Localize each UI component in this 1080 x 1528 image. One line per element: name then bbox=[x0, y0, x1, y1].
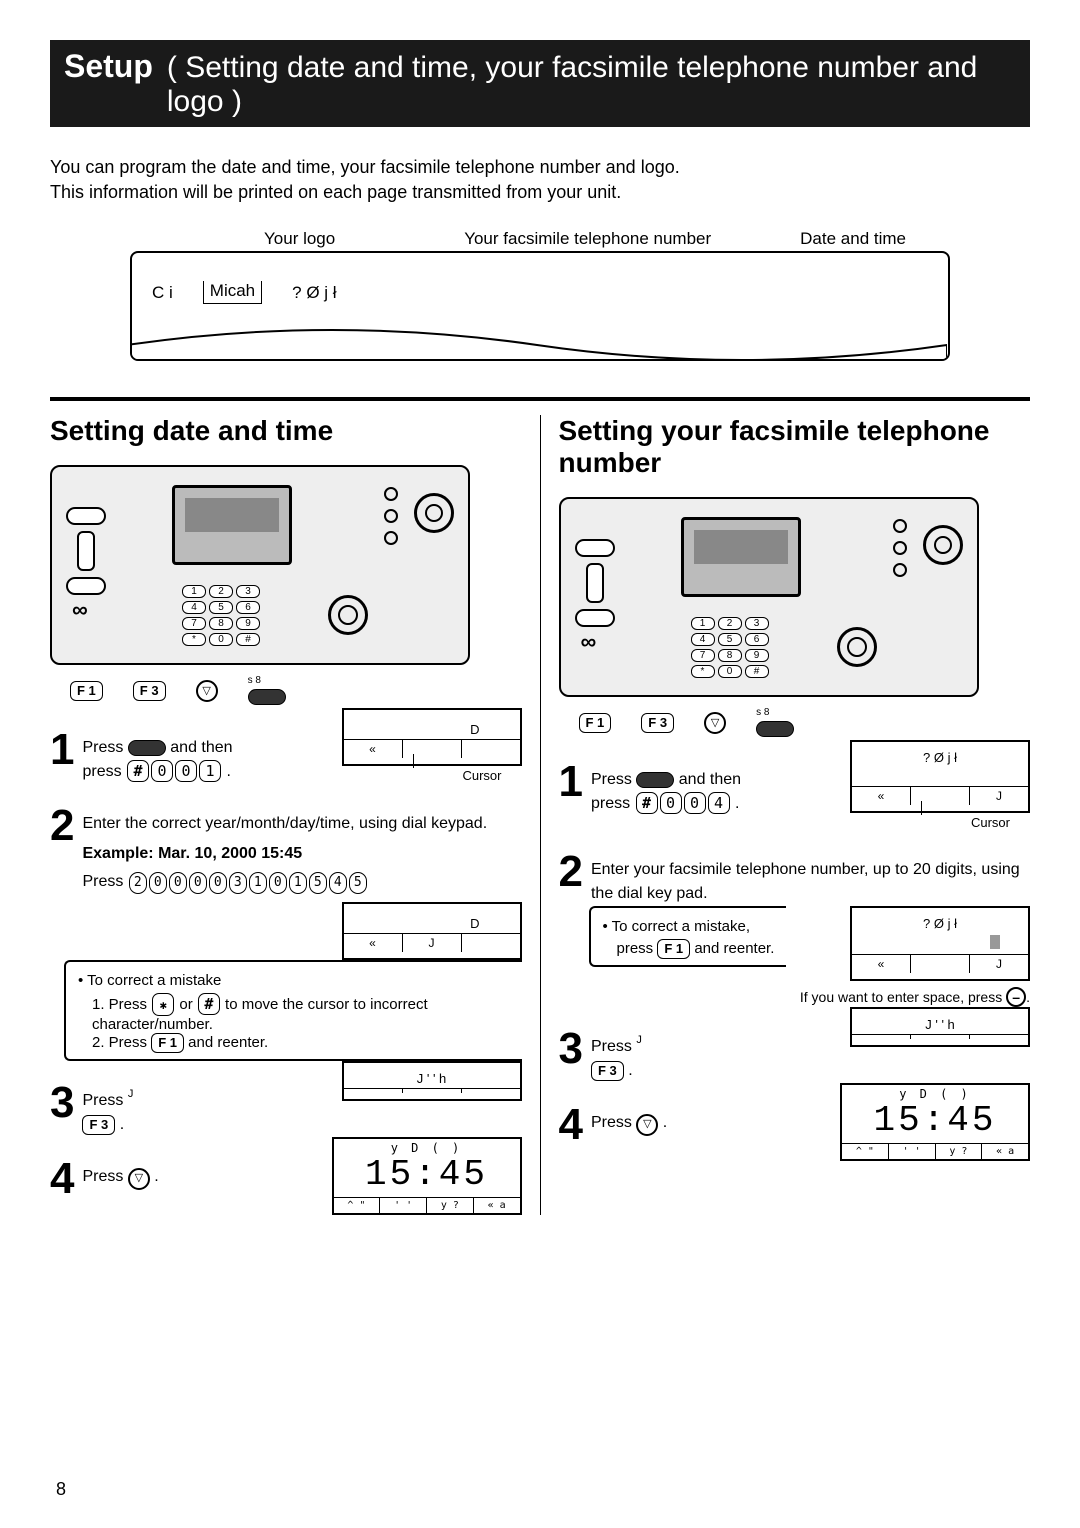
col-date-time: Setting date and time ∞ 123456789*0# F 1… bbox=[50, 415, 541, 1215]
paper-sample: C i Micah ? Ø j ł bbox=[130, 251, 950, 361]
page-header: Setup ( Setting date and time, your facs… bbox=[50, 40, 1030, 127]
stop-icon: ▽ bbox=[128, 1168, 150, 1190]
lcd-s1: D « bbox=[342, 708, 522, 766]
header-title-bold: Setup bbox=[64, 48, 153, 85]
stop-icon: ▽ bbox=[636, 1114, 658, 1136]
section-divider bbox=[50, 397, 1030, 401]
device-key-labels: F 1 F 3 ▽ s 8 bbox=[70, 673, 522, 708]
menu-icon bbox=[128, 740, 166, 756]
sample-logo: Micah bbox=[203, 281, 262, 304]
r-step-4: 4 Press ▽ . bbox=[559, 1105, 827, 1145]
r-note: • To correct a mistake, press F 1 and re… bbox=[589, 906, 786, 967]
r-step-3: 3 Press JF 3 . bbox=[559, 1029, 837, 1083]
step-4: 4 Press ▽ . bbox=[50, 1159, 318, 1199]
correction-note: • To correct a mistake 1. Press or to mo… bbox=[64, 960, 522, 1061]
stop-icon: ▽ bbox=[704, 712, 726, 734]
r-final-lcd: y D ( ) 15:45 ^ "' 'y ?« a bbox=[840, 1083, 1030, 1161]
press-label: Press bbox=[82, 873, 127, 890]
menu-button-icon bbox=[248, 689, 286, 705]
device-illustration: ∞ 123456789*0# bbox=[50, 465, 470, 665]
star-key bbox=[152, 993, 174, 1016]
lcd-s3: J ' ' h bbox=[342, 1061, 522, 1101]
intro-line-2: This information will be printed on each… bbox=[50, 180, 1030, 205]
key-0b: 0 bbox=[175, 760, 197, 782]
f1-key: F 1 bbox=[70, 681, 103, 701]
final-lcd: y D ( ) 15:45 ^ "' 'y ?« a bbox=[332, 1137, 522, 1215]
sample-from: C i bbox=[152, 283, 173, 303]
f3-key: F 3 bbox=[133, 681, 166, 701]
step-1: 1 Press and then press 001 . bbox=[50, 730, 328, 784]
sample-fax: ? Ø j ł bbox=[292, 283, 336, 303]
intro-text: You can program the date and time, your … bbox=[50, 155, 1030, 205]
stop-icon: ▽ bbox=[196, 680, 218, 702]
menu-label: s 8 bbox=[248, 675, 261, 686]
heading-fax: Setting your facsimile telephone number bbox=[559, 415, 1031, 479]
col-fax-number: Setting your facsimile telephone number … bbox=[541, 415, 1031, 1215]
r-lcd-s1: ? Ø j ł «J bbox=[850, 740, 1030, 813]
heading-date-time: Setting date and time bbox=[50, 415, 522, 447]
r-step-1: 1 Press and then press 004 . bbox=[559, 762, 837, 816]
r-step-2: 2 Enter your facsimile telephone number,… bbox=[559, 852, 1031, 906]
paper-tear bbox=[130, 325, 947, 361]
space-note: If you want to enter space, press –. bbox=[800, 987, 1030, 1007]
note-title: • To correct a mistake bbox=[78, 972, 522, 989]
page-number: 8 bbox=[56, 1479, 66, 1500]
lcd-s2: D «J bbox=[342, 902, 522, 960]
step-3: 3 Press JF 3 . bbox=[50, 1083, 328, 1137]
cursor-label: Cursor bbox=[342, 768, 502, 783]
key-0: 0 bbox=[151, 760, 173, 782]
label-date: Date and time bbox=[800, 229, 906, 249]
s1-a: Press bbox=[82, 739, 127, 756]
s2-text: Enter the correct year/month/day/time, u… bbox=[82, 815, 487, 832]
device-illustration-r: ∞ 123456789*0# bbox=[559, 497, 979, 697]
s1-b: and then bbox=[170, 739, 232, 756]
label-logo: Your logo bbox=[264, 229, 335, 249]
r-lcd-s3: J ' ' h bbox=[850, 1007, 1030, 1047]
header-title-rest: ( Setting date and time, your facsimile … bbox=[167, 51, 1016, 119]
key-hash bbox=[127, 760, 149, 782]
r-lcd-s2: ? Ø j ł «J bbox=[850, 906, 1030, 981]
pause-key-icon: – bbox=[1006, 987, 1026, 1007]
key-1: 1 bbox=[199, 760, 221, 782]
s1-c: press bbox=[82, 763, 126, 780]
device-key-labels-r: F 1 F 3 ▽ s 8 bbox=[579, 705, 1031, 740]
example: Example: Mar. 10, 2000 15:45 bbox=[82, 842, 521, 866]
label-fax: Your facsimile telephone number bbox=[464, 229, 711, 249]
intro-line-1: You can program the date and time, your … bbox=[50, 155, 1030, 180]
step-2: 2 Enter the correct year/month/day/time,… bbox=[50, 806, 522, 894]
header-diagram: Your logo Your facsimile telephone numbe… bbox=[130, 229, 950, 361]
hash-key bbox=[198, 993, 220, 1015]
